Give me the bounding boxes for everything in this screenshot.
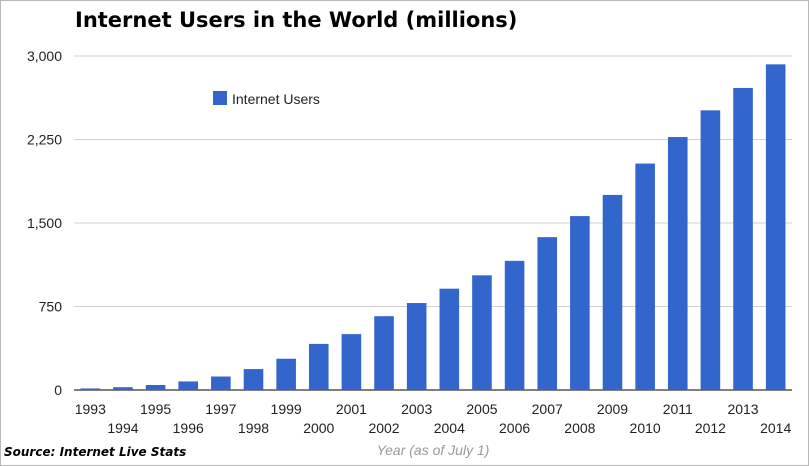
y-tick-label: 0 bbox=[54, 382, 62, 398]
x-tick-label: 2011 bbox=[663, 401, 693, 417]
bar bbox=[602, 194, 623, 390]
y-tick-label: 1,500 bbox=[27, 215, 62, 231]
bar bbox=[113, 387, 133, 390]
x-tick-label: 2004 bbox=[434, 420, 465, 436]
chart-title: Internet Users in the World (millions) bbox=[75, 8, 518, 32]
x-tick-label: 2013 bbox=[727, 401, 758, 417]
y-tick-label: 3,000 bbox=[27, 48, 62, 64]
x-axis-ticks: 1993199419951996199719981999200020012002… bbox=[75, 401, 792, 436]
x-tick-label: 2014 bbox=[760, 420, 791, 436]
legend-swatch bbox=[213, 91, 227, 105]
x-tick-label: 1996 bbox=[173, 420, 204, 436]
x-tick-label: 2009 bbox=[597, 401, 628, 417]
bar bbox=[733, 87, 753, 390]
y-axis-ticks: 0 750 1,500 2,250 3,000 bbox=[27, 48, 62, 398]
bar bbox=[341, 334, 362, 390]
x-tick-label: 2005 bbox=[466, 401, 497, 417]
bar bbox=[308, 343, 329, 390]
x-tick-label: 1995 bbox=[140, 401, 171, 417]
x-tick-label: 2006 bbox=[499, 420, 530, 436]
x-tick-label: 2008 bbox=[564, 420, 595, 436]
x-tick-label: 1997 bbox=[205, 401, 236, 417]
bar bbox=[406, 303, 427, 390]
bar bbox=[472, 275, 492, 390]
y-tick-label: 750 bbox=[39, 299, 63, 315]
bar bbox=[765, 64, 786, 390]
x-tick-label: 1998 bbox=[238, 420, 269, 436]
bar bbox=[635, 163, 655, 390]
bar bbox=[570, 216, 590, 390]
legend-label: Internet Users bbox=[232, 91, 320, 107]
bar bbox=[211, 376, 231, 390]
bar bbox=[504, 260, 525, 390]
legend: Internet Users bbox=[213, 91, 320, 107]
bar bbox=[145, 384, 166, 390]
bar bbox=[700, 110, 721, 391]
bar bbox=[80, 388, 101, 390]
bar bbox=[667, 137, 688, 390]
x-tick-label: 2000 bbox=[303, 420, 334, 436]
bars bbox=[80, 64, 786, 391]
x-tick-label: 1994 bbox=[107, 420, 138, 436]
source-note: Source: Internet Live Stats bbox=[4, 445, 187, 459]
x-tick-label: 2007 bbox=[532, 401, 563, 417]
x-tick-label: 2010 bbox=[630, 420, 661, 436]
x-axis-label: Year (as of July 1) bbox=[377, 442, 490, 458]
x-tick-label: 2001 bbox=[336, 401, 367, 417]
x-tick-label: 1993 bbox=[75, 401, 106, 417]
y-tick-label: 2,250 bbox=[27, 132, 62, 148]
bar bbox=[243, 369, 264, 390]
x-tick-label: 2012 bbox=[695, 420, 726, 436]
bar bbox=[178, 381, 199, 390]
x-tick-label: 2002 bbox=[368, 420, 399, 436]
x-tick-label: 1999 bbox=[271, 401, 302, 417]
bar bbox=[439, 288, 460, 390]
bar bbox=[374, 316, 394, 390]
x-tick-label: 2003 bbox=[401, 401, 432, 417]
bar bbox=[276, 358, 296, 390]
bar bbox=[537, 237, 558, 390]
